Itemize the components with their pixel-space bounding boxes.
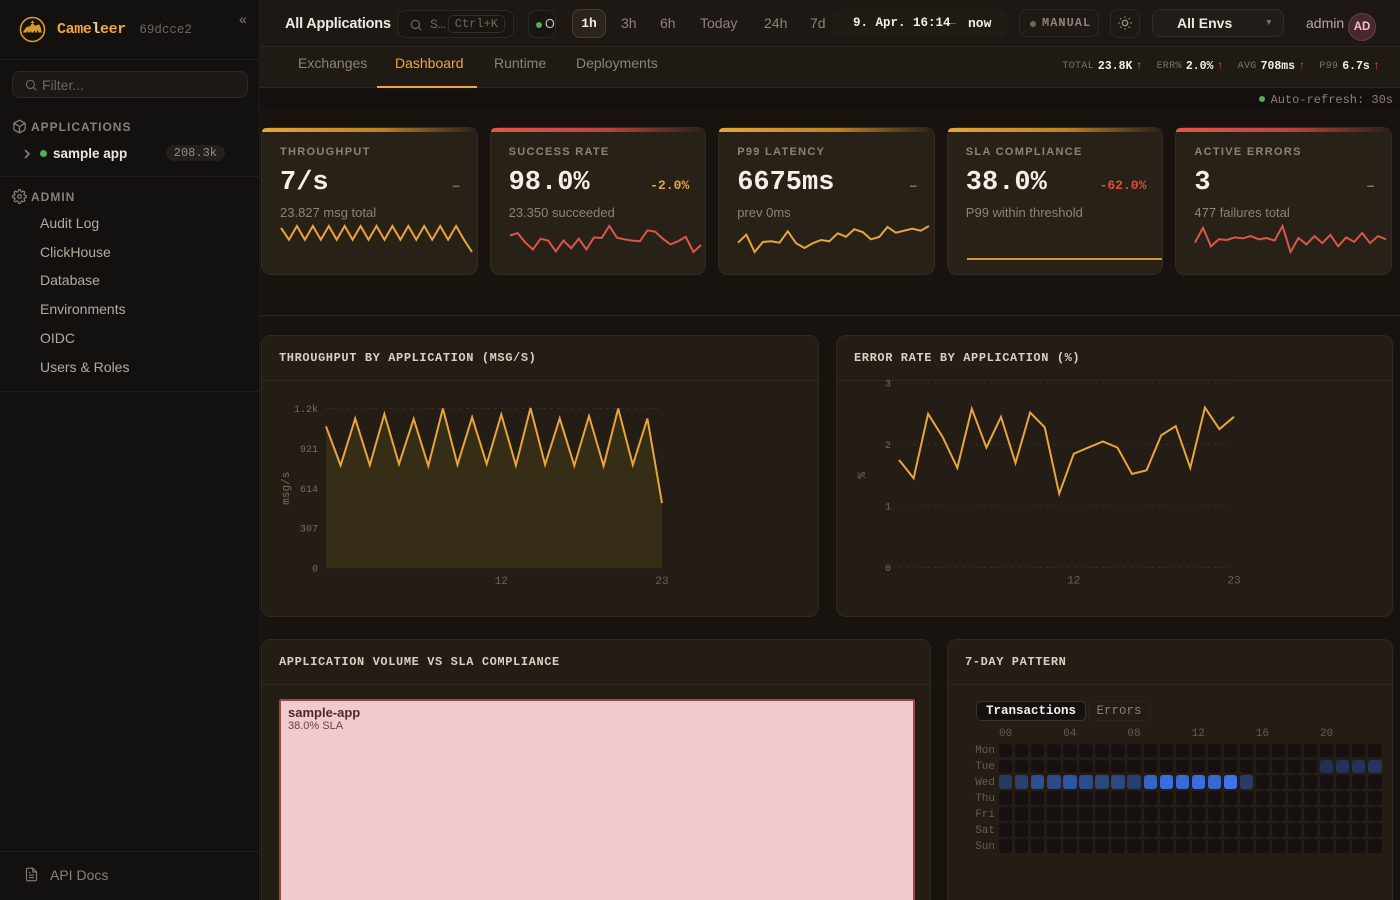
- svg-text:3: 3: [885, 380, 891, 391]
- svg-text:2: 2: [885, 441, 891, 452]
- svg-text:614: 614: [300, 485, 318, 496]
- svg-text:1: 1: [885, 503, 891, 514]
- svg-text:307: 307: [300, 525, 318, 536]
- svg-text:921: 921: [300, 445, 318, 456]
- svg-text:1.2k: 1.2k: [294, 404, 318, 416]
- svg-text:0: 0: [312, 565, 318, 576]
- svg-text:23: 23: [655, 576, 668, 588]
- svg-text:%: %: [857, 472, 869, 479]
- svg-text:msg/s: msg/s: [281, 472, 293, 505]
- svg-text:23: 23: [1227, 576, 1240, 588]
- svg-text:12: 12: [495, 576, 508, 588]
- svg-text:12: 12: [1067, 576, 1080, 588]
- svg-text:0: 0: [885, 564, 891, 575]
